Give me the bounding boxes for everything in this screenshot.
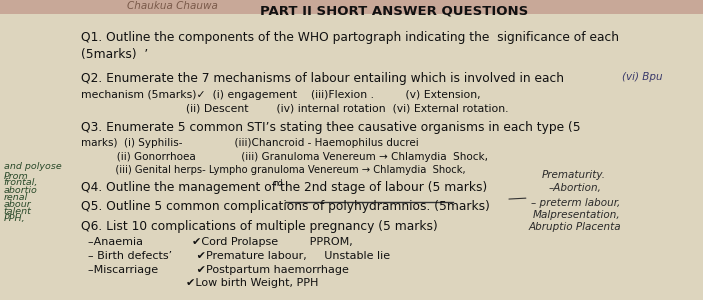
Text: marks)  (i) Syphilis-                (iii)Chancroid - Haemophilus ducrei: marks) (i) Syphilis- (iii)Chancroid - Ha… bbox=[81, 138, 418, 148]
Text: –Abortion,: –Abortion, bbox=[548, 183, 601, 193]
Text: Q6. List 10 complications of multiple pregnancy (5 marks): Q6. List 10 complications of multiple pr… bbox=[81, 220, 437, 232]
Text: abortio: abortio bbox=[4, 186, 37, 195]
Text: –Miscarriage           ✔Postpartum haemorrhage: –Miscarriage ✔Postpartum haemorrhage bbox=[81, 265, 349, 275]
Text: PPH,: PPH, bbox=[4, 214, 25, 224]
Text: mechanism (5marks)✓  (i) engagement    (iii)Flexion .         (v) Extension,: mechanism (5marks)✓ (i) engagement (iii)… bbox=[81, 90, 480, 100]
Text: and polyose: and polyose bbox=[4, 162, 61, 171]
Text: Chaukua Chauwa: Chaukua Chauwa bbox=[127, 1, 217, 10]
Text: nd: nd bbox=[273, 179, 283, 188]
Text: – Birth defects’       ✔Premature labour,     Unstable lie: – Birth defects’ ✔Premature labour, Unst… bbox=[81, 251, 390, 261]
Text: – preterm labour,: – preterm labour, bbox=[531, 198, 620, 208]
Text: Q1. Outline the components of the WHO partograph indicating the  significance of: Q1. Outline the components of the WHO pa… bbox=[81, 32, 619, 44]
Text: Prematurity.: Prematurity. bbox=[541, 169, 605, 179]
Text: (vi) Bpu: (vi) Bpu bbox=[622, 72, 663, 82]
Text: Q4. Outline the management of the 2nd stage of labour (5 marks): Q4. Outline the management of the 2nd st… bbox=[81, 181, 487, 194]
Text: ✔Low birth Weight, PPH: ✔Low birth Weight, PPH bbox=[81, 278, 318, 288]
FancyBboxPatch shape bbox=[0, 0, 703, 14]
Text: (ii) Gonorrhoea              (iii) Granuloma Venereum → Chlamydia  Shock,: (ii) Gonorrhoea (iii) Granuloma Venereum… bbox=[81, 152, 488, 161]
Text: –Anaemia              ✔Cord Prolapse         PPROM,: –Anaemia ✔Cord Prolapse PPROM, bbox=[81, 237, 353, 247]
Text: renal: renal bbox=[4, 193, 27, 202]
Text: talent: talent bbox=[4, 207, 32, 216]
Text: Q2. Enumerate the 7 mechanisms of labour entailing which is involved in each: Q2. Enumerate the 7 mechanisms of labour… bbox=[81, 72, 564, 85]
Text: (5marks)  ’: (5marks) ’ bbox=[81, 48, 148, 61]
Text: Prom: Prom bbox=[4, 172, 28, 181]
Text: abour: abour bbox=[4, 200, 31, 209]
Text: frontal,: frontal, bbox=[4, 178, 38, 188]
Text: PART II SHORT ANSWER QUESTIONS: PART II SHORT ANSWER QUESTIONS bbox=[259, 4, 528, 17]
Text: (iii) Genital herps- Lympho granuloma Venereum → Chlamydia  Shock,: (iii) Genital herps- Lympho granuloma Ve… bbox=[81, 165, 465, 175]
Text: Abruptio Placenta: Abruptio Placenta bbox=[529, 222, 621, 232]
Text: Q5. Outline 5 common complications of polyhydramnios. (5marks): Q5. Outline 5 common complications of po… bbox=[81, 200, 490, 213]
Text: (ii) Descent        (iv) internal rotation  (vi) External rotation.: (ii) Descent (iv) internal rotation (vi)… bbox=[81, 103, 508, 113]
Text: Malpresentation,: Malpresentation, bbox=[533, 210, 621, 220]
Text: Q3. Enumerate 5 common STI’s stating thee causative organisms in each type (5: Q3. Enumerate 5 common STI’s stating the… bbox=[81, 122, 581, 134]
